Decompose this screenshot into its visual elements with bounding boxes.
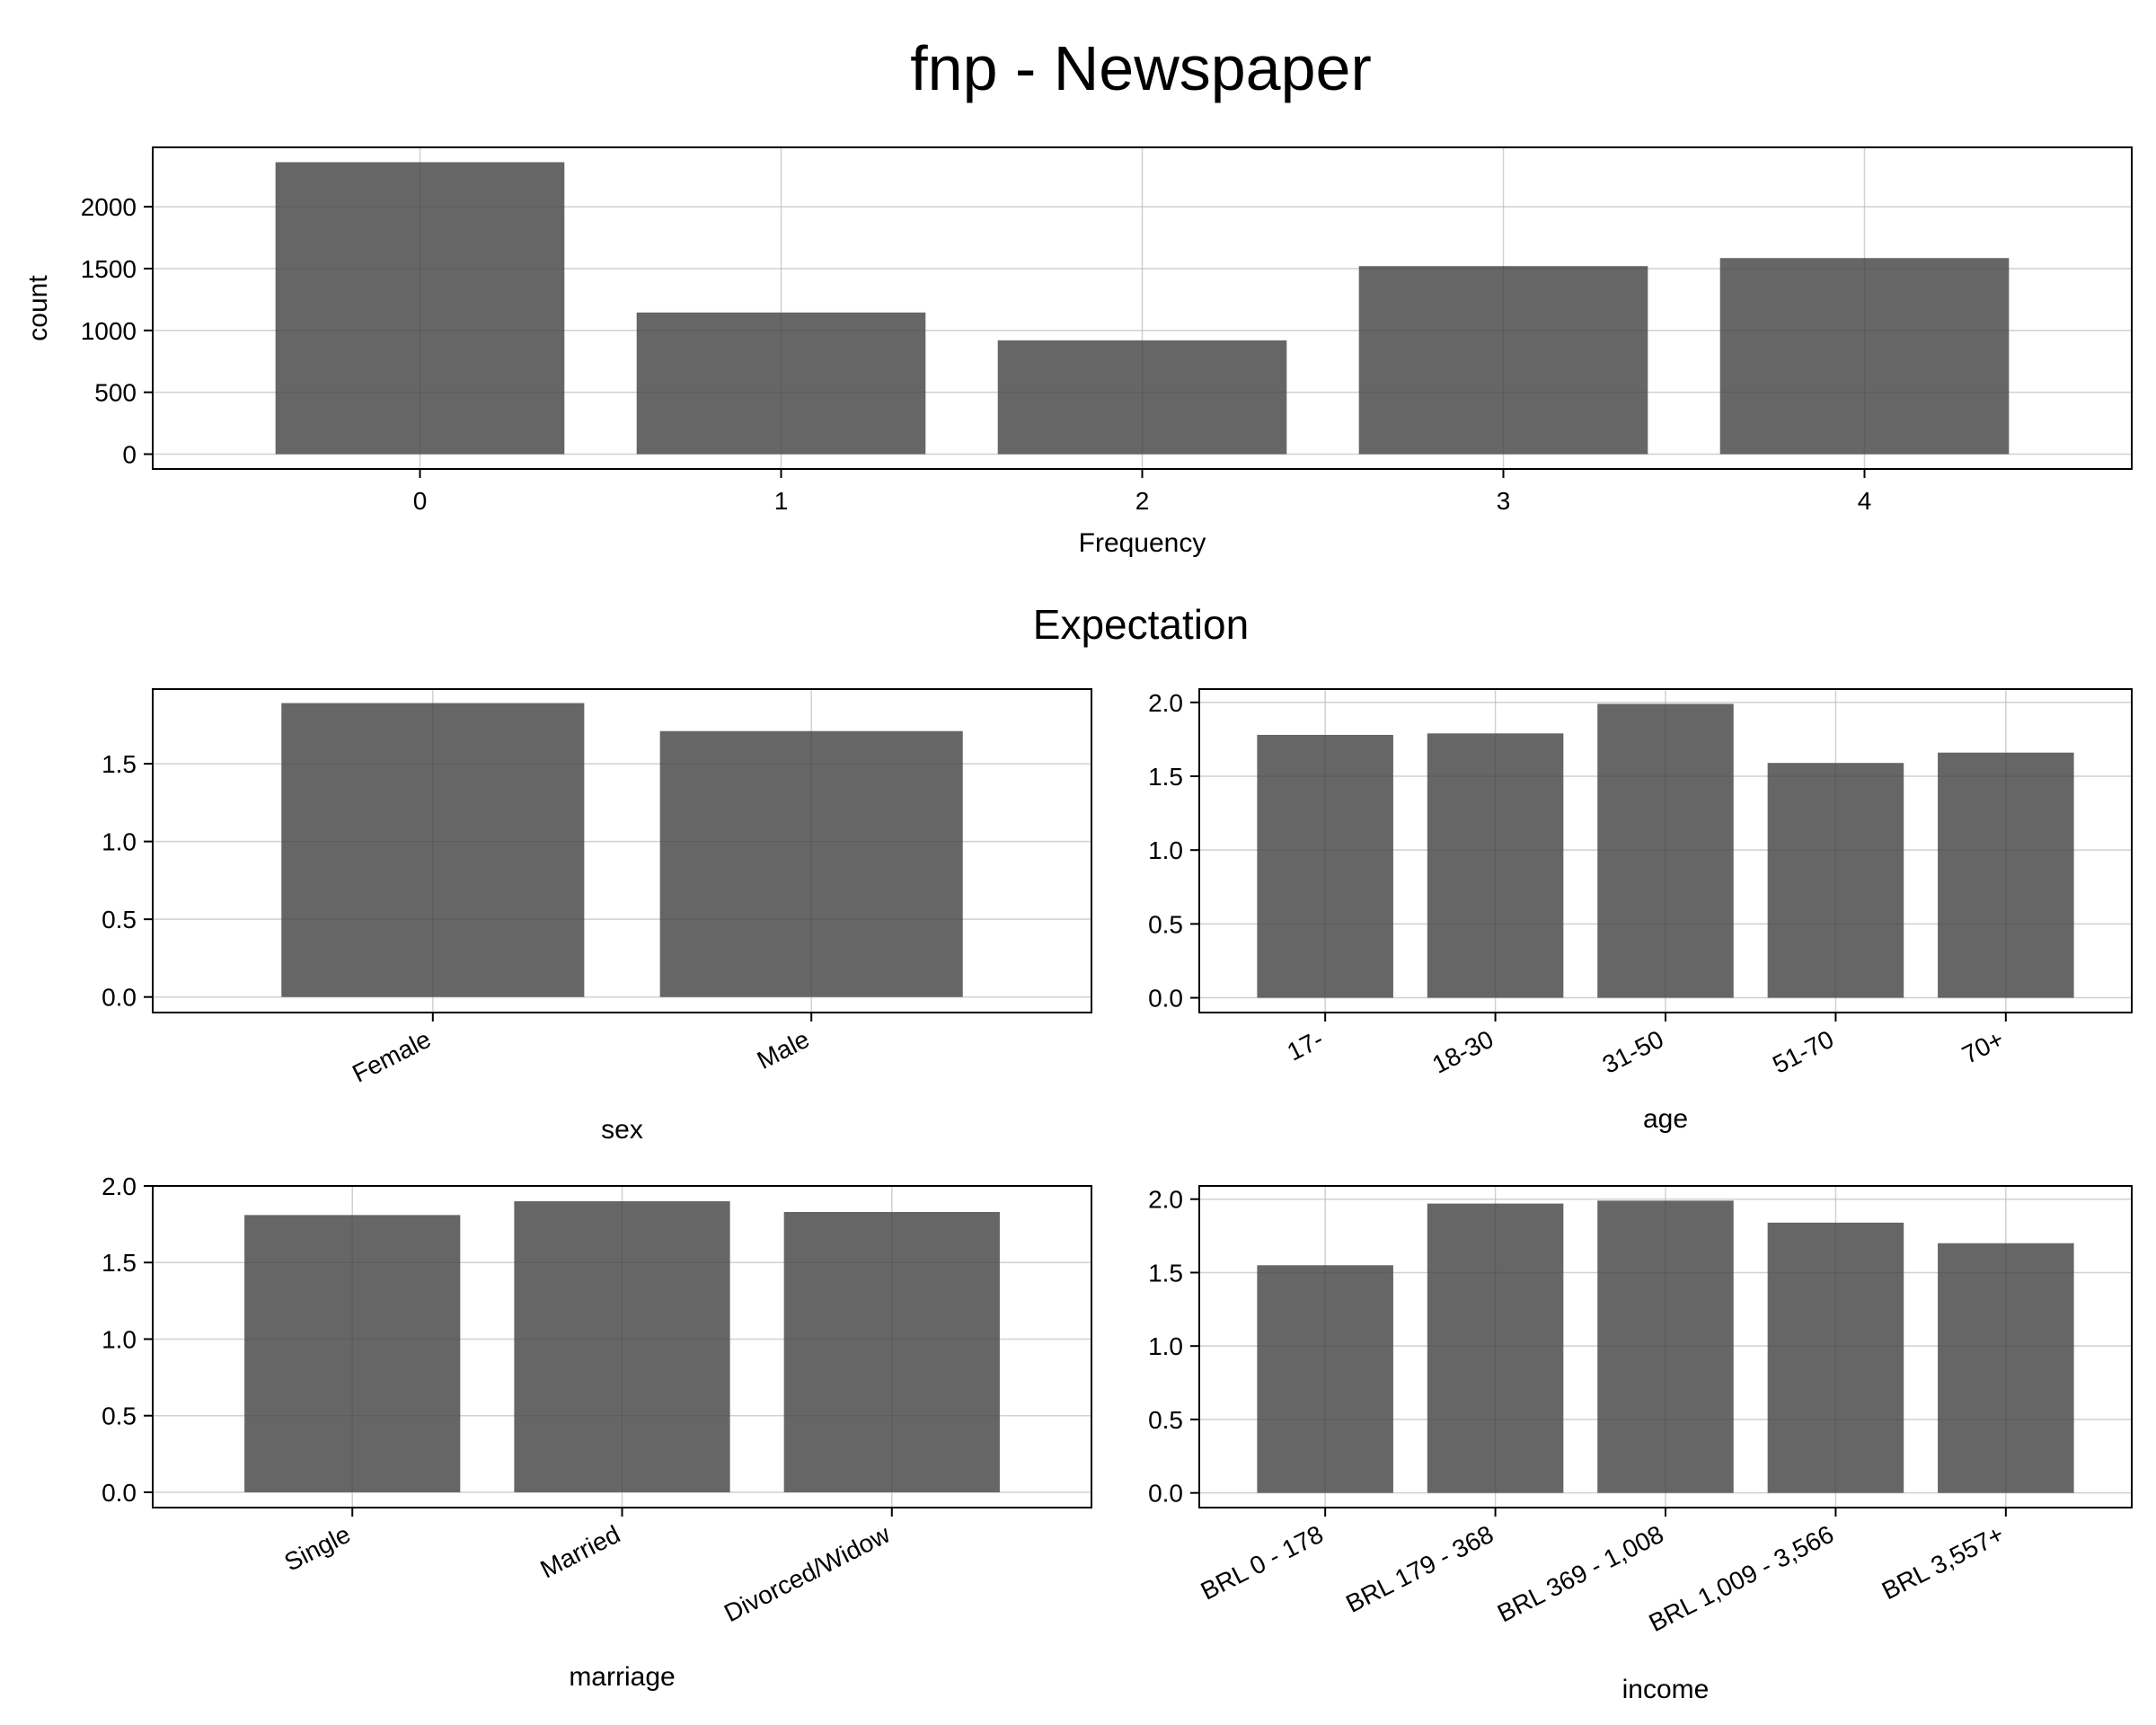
x-tick-label: 4 xyxy=(1858,487,1872,515)
x-tick-label: Male xyxy=(753,1025,814,1075)
y-tick-label: 0.5 xyxy=(102,906,137,933)
section-title: Expectation xyxy=(1033,601,1249,648)
bar-17- xyxy=(1257,734,1393,998)
x-tick-label: BRL 3,557+ xyxy=(1878,1520,2009,1606)
chart-panel-2: 0.0 0.5 1.0 1.5 Female Male sex xyxy=(102,688,1092,1145)
x-tick-label: 3 xyxy=(1497,487,1511,515)
y-tick-label: 1000 xyxy=(81,317,137,345)
x-axis-label: Frequency xyxy=(1079,528,1206,558)
x-tick-label: 17- xyxy=(1283,1025,1328,1066)
x-tick-label: 0 xyxy=(413,487,428,515)
y-tick-label: 1.5 xyxy=(1148,763,1183,791)
y-tick-label: 0.0 xyxy=(102,984,137,1012)
x-tick-label: 2 xyxy=(1135,487,1150,515)
y-tick-label: 0.0 xyxy=(1148,1480,1183,1508)
y-tick-label: 1.0 xyxy=(102,828,137,856)
chart-panel-1: 0 500 1000 1500 2000 0 1 2 3 4 Frequency count xyxy=(23,146,2133,558)
x-tick-label: 31-50 xyxy=(1598,1025,1668,1079)
y-tick-label: 1.5 xyxy=(1148,1259,1183,1287)
bar-divorced-widow xyxy=(783,1211,1000,1492)
bar-3 xyxy=(1358,266,1648,455)
plot-frame xyxy=(152,688,1092,1013)
bar-31-50 xyxy=(1597,703,1734,998)
x-tick-label: 51-70 xyxy=(1768,1025,1838,1079)
x-tick-label: 18-30 xyxy=(1427,1025,1498,1079)
chart-panel-3: 0.0 0.5 1.0 1.5 2.0 17- 18-30 31-50 51-70 70+ age xyxy=(1148,688,2133,1134)
bar-male xyxy=(659,730,963,997)
y-tick-label: 0.0 xyxy=(1148,985,1183,1013)
y-tick-label: 1.0 xyxy=(1148,1332,1183,1360)
bar-brl-369-1-008 xyxy=(1597,1200,1734,1493)
bar-70- xyxy=(1938,752,2074,998)
y-tick-label: 0.5 xyxy=(1148,910,1183,938)
y-tick-label: 2.0 xyxy=(1148,1186,1183,1214)
bar-0 xyxy=(275,162,565,455)
y-tick-label: 0.5 xyxy=(102,1402,137,1430)
x-tick-label: 70+ xyxy=(1957,1025,2008,1069)
x-tick-label: BRL 179 - 368 xyxy=(1341,1520,1498,1618)
y-tick-label: 2.0 xyxy=(102,1172,137,1200)
x-axis-label: marriage xyxy=(569,1662,675,1692)
bar-brl-179-368 xyxy=(1427,1203,1564,1493)
bar-female xyxy=(281,703,585,997)
y-axis-label: count xyxy=(23,275,53,341)
y-tick-label: 1.5 xyxy=(102,1249,137,1277)
y-tick-label: 2.0 xyxy=(1148,689,1183,717)
y-tick-label: 500 xyxy=(94,379,137,407)
bar-18-30 xyxy=(1427,733,1564,998)
y-tick-label: 1.0 xyxy=(102,1325,137,1353)
y-tick-label: 1500 xyxy=(81,255,137,283)
bar-51-70 xyxy=(1767,763,1904,998)
x-tick-label: Female xyxy=(348,1025,435,1088)
y-tick-label: 0.5 xyxy=(1148,1406,1183,1434)
y-tick-label: 2000 xyxy=(81,193,137,221)
bar-brl-0-178 xyxy=(1257,1265,1393,1493)
bar-brl-1-009-3-566 xyxy=(1767,1222,1904,1493)
bar-brl-3-557- xyxy=(1938,1243,2074,1493)
x-tick-label: BRL 1,009 - 3,566 xyxy=(1644,1520,1838,1637)
bar-2 xyxy=(997,340,1287,455)
bar-4 xyxy=(1719,258,2010,455)
bar-single xyxy=(244,1215,461,1492)
x-tick-label: 1 xyxy=(774,487,789,515)
x-tick-label: BRL 0 - 178 xyxy=(1197,1520,1328,1606)
y-tick-label: 0.0 xyxy=(102,1479,137,1507)
x-axis-label: sex xyxy=(601,1115,643,1145)
x-axis-label: income xyxy=(1622,1675,1710,1704)
chart-panel-4: 0.0 0.5 1.0 1.5 2.0 Single Married Divorced/Wid… xyxy=(102,1172,1092,1692)
x-tick-label: Married xyxy=(536,1520,625,1584)
bar-married xyxy=(514,1201,730,1492)
bar-1 xyxy=(636,312,926,455)
y-tick-label: 1.5 xyxy=(102,750,137,778)
figure-title: fnp - Newspaper xyxy=(910,33,1372,103)
x-tick-label: Single xyxy=(280,1520,355,1577)
x-tick-label: Divorced/Widow xyxy=(720,1519,895,1627)
x-axis-label: age xyxy=(1643,1104,1688,1134)
x-tick-label: BRL 369 - 1,008 xyxy=(1493,1520,1668,1628)
y-tick-label: 0 xyxy=(122,440,137,468)
y-tick-label: 1.0 xyxy=(1148,836,1183,864)
